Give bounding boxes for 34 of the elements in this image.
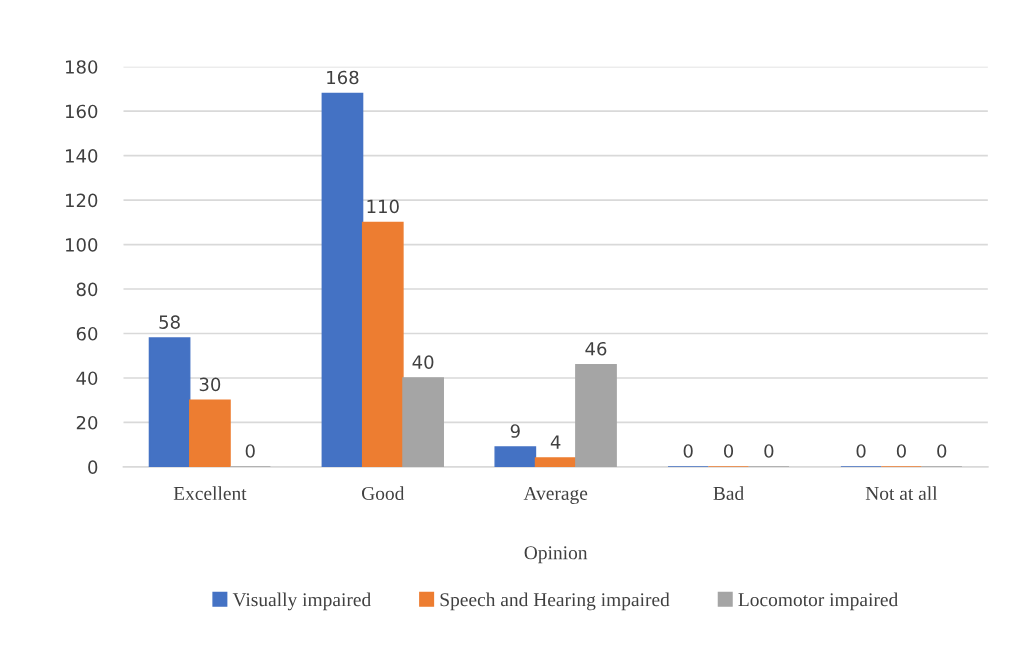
legend-label: Locomotor impaired	[738, 592, 899, 611]
data-label: 9	[510, 424, 520, 438]
y-tick-label: 0	[88, 460, 98, 475]
legend-label: Speech and Hearing impaired	[440, 592, 670, 611]
y-tick-label: 40	[76, 371, 98, 386]
y-tick-label: 20	[76, 415, 98, 430]
legend-label: Visually impaired	[232, 592, 371, 611]
y-tick-label: 60	[76, 326, 98, 341]
data-label: 0	[683, 444, 693, 458]
y-tick-label: 100	[66, 238, 98, 252]
y-tick-label: 80	[76, 282, 98, 297]
data-label: 58	[159, 315, 180, 329]
data-label: 0	[764, 444, 774, 458]
x-tick-label: Not at all	[865, 486, 938, 501]
y-tick-label: 180	[66, 60, 98, 74]
data-label: 0	[896, 444, 906, 458]
x-tick-label: Excellent	[173, 486, 247, 501]
x-axis-title: Opinion	[524, 546, 588, 564]
y-tick-label: 120	[66, 193, 98, 208]
data-label: 4	[550, 435, 561, 449]
data-label: 168	[327, 70, 359, 85]
data-label: 110	[367, 199, 399, 214]
y-tick-label: 140	[66, 149, 98, 163]
y-tick-label: 160	[66, 104, 98, 119]
data-label: 0	[245, 444, 255, 458]
data-label: 40	[412, 355, 434, 369]
data-label: 0	[856, 444, 866, 458]
data-label: 30	[199, 377, 221, 392]
x-tick-label: Good	[361, 486, 405, 501]
x-tick-label: Average	[523, 486, 588, 504]
x-tick-label: Bad	[713, 486, 744, 501]
data-label: 46	[585, 341, 607, 356]
data-label: 0	[723, 444, 734, 458]
data-label: 0	[937, 444, 947, 458]
